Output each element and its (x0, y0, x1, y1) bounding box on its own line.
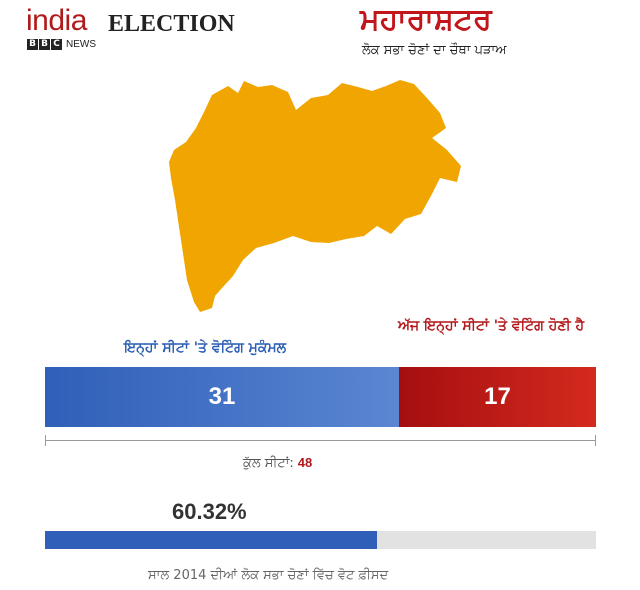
today-seats-label: ਅੱਜ ਇਨ੍ਹਾਂ ਸੀਟਾਂ 'ਤੇ ਵੋਟਿੰਗ ਹੋਣੀ ਹੈ (398, 318, 585, 334)
completed-seats-value: 31 (208, 383, 236, 410)
today-seats-value: 17 (484, 383, 511, 410)
completed-seats-bar: 31 (45, 367, 399, 427)
bbc-logo: B B C (27, 39, 62, 50)
total-bracket (45, 435, 596, 446)
logo-election-text: ELECTION (108, 11, 235, 37)
completed-seats-label: ਇਨ੍ਹਾਂ ਸੀਟਾਂ 'ਤੇ ਵੋਟਿੰਗ ਮੁਕੰਮਲ (124, 340, 287, 356)
state-title: ਮਹਾਰਾਸ਼ਟਰ (360, 2, 492, 37)
phase-subtitle: ਲੋਕ ਸਭਾ ਚੋਣਾਂ ਦਾ ਚੌਥਾ ਪੜਾਅ (362, 43, 507, 58)
bbc-logo-box: B (39, 39, 50, 50)
turnout-caption: ਸਾਲ 2014 ਦੀਆਂ ਲੋਕ ਸਭਾ ਚੋਣਾਂ ਵਿੱਚ ਵੋਟ ਫ਼ੀ… (148, 568, 389, 583)
bbc-logo-box: B (27, 39, 38, 50)
total-seats-label: ਕੁੱਲ ਸੀਟਾਂ: (243, 456, 294, 471)
total-seats-value: 48 (297, 455, 313, 470)
india-election-logo: india ELECTION B B C NEWS (26, 4, 256, 50)
bbc-logo-box: C (51, 39, 62, 50)
total-seats: ਕੁੱਲ ਸੀਟਾਂ: 48 (243, 455, 312, 471)
turnout-percent: 60.32% (172, 499, 247, 524)
logo-news-text: NEWS (66, 39, 96, 50)
turnout-bar-track (45, 531, 596, 549)
logo-india-text: india (26, 4, 87, 37)
today-seats-bar: 17 (399, 367, 596, 427)
turnout-bar-fill (45, 531, 378, 549)
maharashtra-map (169, 80, 461, 312)
maharashtra-shape (169, 80, 461, 312)
